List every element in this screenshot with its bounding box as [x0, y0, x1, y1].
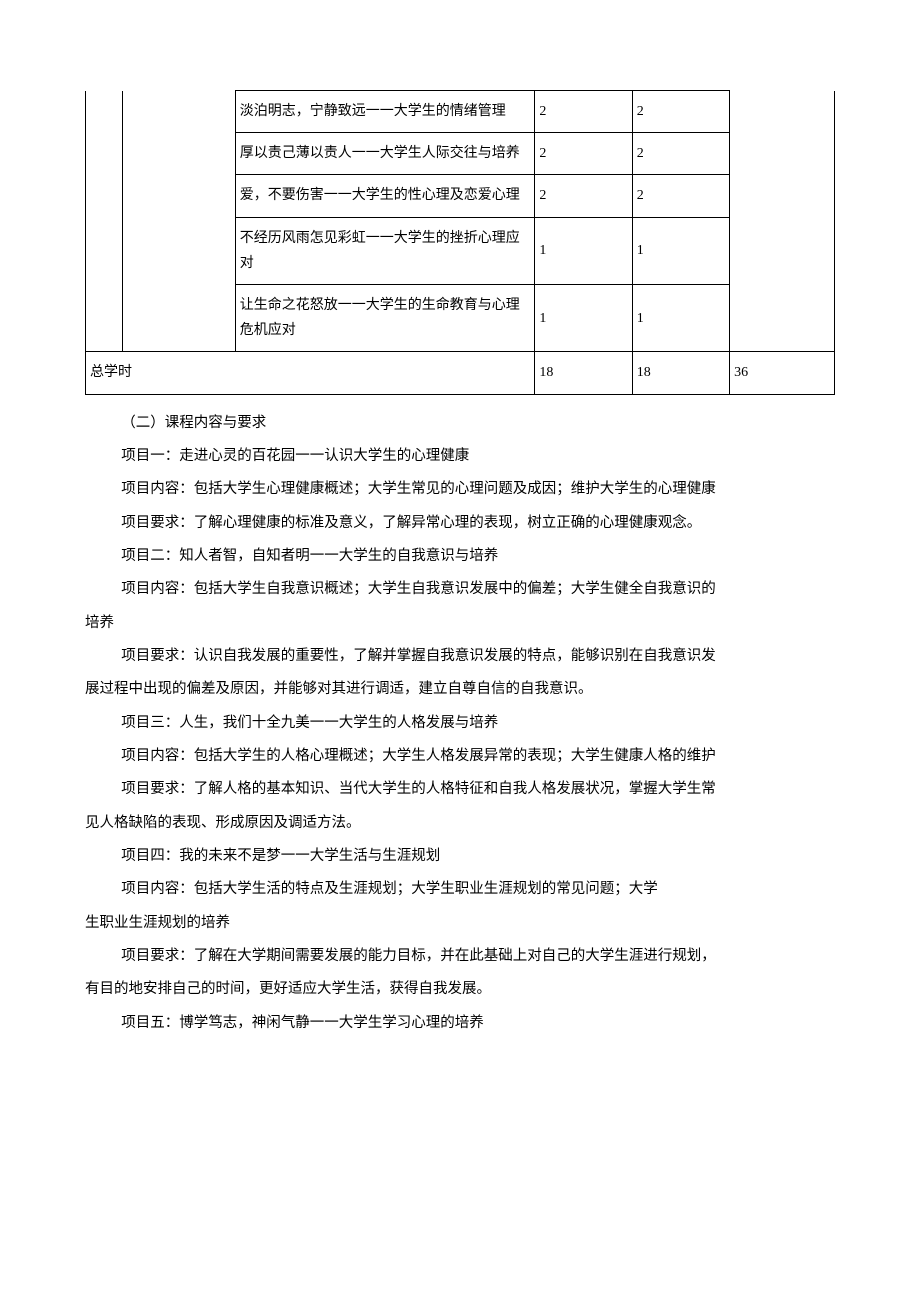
value-cell: 1 — [632, 284, 729, 351]
total-label-cell: 总学时 — [86, 352, 535, 394]
paragraph: 项目二：知人者智，自知者明一一大学生的自我意识与培养 — [85, 540, 835, 573]
body-text: （二）课程内容与要求 项目一：走进心灵的百花园一一认识大学生的心理健康 项目内容… — [85, 407, 835, 1041]
paragraph: 项目内容：包括大学生自我意识概述；大学生自我意识发展中的偏差；大学生健全自我意识… — [85, 573, 835, 606]
paragraph: 项目五：博学笃志，神闲气静一一大学生学习心理的培养 — [85, 1007, 835, 1040]
value-cell: 2 — [535, 91, 632, 133]
value-cell: 1 — [535, 217, 632, 284]
paragraph: 项目内容：包括大学生心理健康概述；大学生常见的心理问题及成因；维护大学生的心理健… — [85, 473, 835, 506]
value-cell: 1 — [632, 217, 729, 284]
desc-cell: 淡泊明志，宁静致远一一大学生的情绪管理 — [235, 91, 535, 133]
value-cell: 2 — [632, 175, 729, 217]
value-cell: 2 — [535, 175, 632, 217]
paragraph-wrap: 见人格缺陷的表现、形成原因及调适方法。 — [85, 807, 835, 840]
paragraph-wrap: 生职业生涯规划的培养 — [85, 907, 835, 940]
paragraph-wrap: 展过程中出现的偏差及原因，并能够对其进行调适，建立自尊自信的自我意识。 — [85, 673, 835, 706]
course-hours-table: 淡泊明志，宁静致远一一大学生的情绪管理 2 2 厚以责己薄以责人一一大学生人际交… — [85, 90, 835, 395]
paragraph: 项目三：人生，我们十全九美一一大学生的人格发展与培养 — [85, 707, 835, 740]
desc-cell: 不经历风雨怎见彩虹一一大学生的挫折心理应对 — [235, 217, 535, 284]
merged-cell-col6 — [730, 91, 835, 352]
paragraph: 项目要求：了解心理健康的标准及意义，了解异常心理的表现，树立正确的心理健康观念。 — [85, 507, 835, 540]
paragraph: 项目要求：了解人格的基本知识、当代大学生的人格特征和自我人格发展状况，掌握大学生… — [85, 773, 835, 806]
desc-cell: 让生命之花怒放一一大学生的生命教育与心理危机应对 — [235, 284, 535, 351]
table-row: 淡泊明志，宁静致远一一大学生的情绪管理 2 2 — [86, 91, 835, 133]
merged-cell-col1 — [86, 91, 123, 352]
total-value-cell: 36 — [730, 352, 835, 394]
section-heading: （二）课程内容与要求 — [85, 407, 835, 440]
table-total-row: 总学时 18 18 36 — [86, 352, 835, 394]
merged-cell-col2 — [123, 91, 235, 352]
value-cell: 2 — [632, 91, 729, 133]
paragraph: 项目内容：包括大学生的人格心理概述；大学生人格发展异常的表现；大学生健康人格的维… — [85, 740, 835, 773]
paragraph: 项目要求：了解在大学期间需要发展的能力目标，并在此基础上对自己的大学生涯进行规划… — [85, 940, 835, 973]
desc-cell: 厚以责己薄以责人一一大学生人际交往与培养 — [235, 133, 535, 175]
paragraph-wrap: 培养 — [85, 607, 835, 640]
value-cell: 2 — [632, 133, 729, 175]
paragraph: 项目四：我的未来不是梦一一大学生活与生涯规划 — [85, 840, 835, 873]
value-cell: 1 — [535, 284, 632, 351]
paragraph: 项目要求：认识自我发展的重要性，了解并掌握自我意识发展的特点，能够识别在自我意识… — [85, 640, 835, 673]
desc-cell: 爱，不要伤害一一大学生的性心理及恋爱心理 — [235, 175, 535, 217]
paragraph: 项目一：走进心灵的百花园一一认识大学生的心理健康 — [85, 440, 835, 473]
paragraph: 项目内容：包括大学生活的特点及生涯规划；大学生职业生涯规划的常见问题；大学 — [85, 873, 835, 906]
total-value-cell: 18 — [535, 352, 632, 394]
total-value-cell: 18 — [632, 352, 729, 394]
value-cell: 2 — [535, 133, 632, 175]
paragraph-wrap: 有目的地安排自己的时间，更好适应大学生活，获得自我发展。 — [85, 973, 835, 1006]
